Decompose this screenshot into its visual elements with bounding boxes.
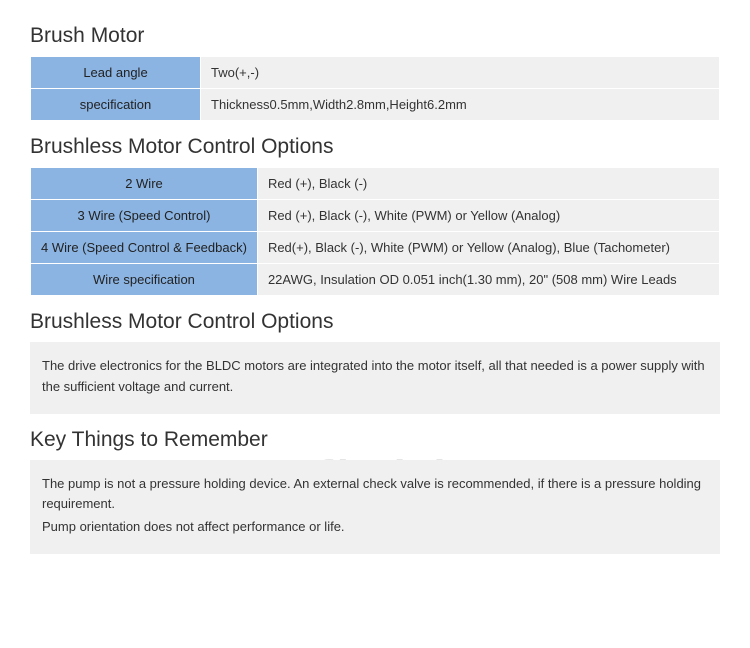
table-row: specification Thickness0.5mm,Width2.8mm,… (31, 89, 720, 121)
row-label: Wire specification (31, 264, 258, 296)
brush-motor-title: Brush Motor (30, 24, 720, 48)
row-value: 22AWG, Insulation OD 0.051 inch(1.30 mm)… (257, 264, 719, 296)
brush-motor-table: Lead angle Two(+,-) specification Thickn… (30, 56, 720, 121)
key-things-box: The pump is not a pressure holding devic… (30, 460, 720, 554)
row-value: Thickness0.5mm,Width2.8mm,Height6.2mm (201, 89, 720, 121)
row-value: Red (+), Black (-) (257, 168, 719, 200)
brushless-note-title: Brushless Motor Control Options (30, 310, 720, 334)
row-label: 4 Wire (Speed Control & Feedback) (31, 232, 258, 264)
note-paragraph: The drive electronics for the BLDC motor… (42, 356, 708, 398)
note-paragraph: Pump orientation does not affect perform… (42, 517, 708, 538)
row-value: Red(+), Black (-), White (PWM) or Yellow… (257, 232, 719, 264)
table-row: 2 Wire Red (+), Black (-) (31, 168, 720, 200)
table-row: Wire specification 22AWG, Insulation OD … (31, 264, 720, 296)
row-value: Red (+), Black (-), White (PWM) or Yello… (257, 200, 719, 232)
table-row: 3 Wire (Speed Control) Red (+), Black (-… (31, 200, 720, 232)
row-value: Two(+,-) (201, 57, 720, 89)
brushless-note-box: The drive electronics for the BLDC motor… (30, 342, 720, 414)
row-label: 2 Wire (31, 168, 258, 200)
key-things-title: Key Things to Remember (30, 428, 720, 452)
table-row: 4 Wire (Speed Control & Feedback) Red(+)… (31, 232, 720, 264)
row-label: 3 Wire (Speed Control) (31, 200, 258, 232)
brushless-options-title: Brushless Motor Control Options (30, 135, 720, 159)
brushless-options-table: 2 Wire Red (+), Black (-) 3 Wire (Speed … (30, 167, 720, 296)
note-paragraph: The pump is not a pressure holding devic… (42, 474, 708, 516)
row-label: Lead angle (31, 57, 201, 89)
table-row: Lead angle Two(+,-) (31, 57, 720, 89)
row-label: specification (31, 89, 201, 121)
